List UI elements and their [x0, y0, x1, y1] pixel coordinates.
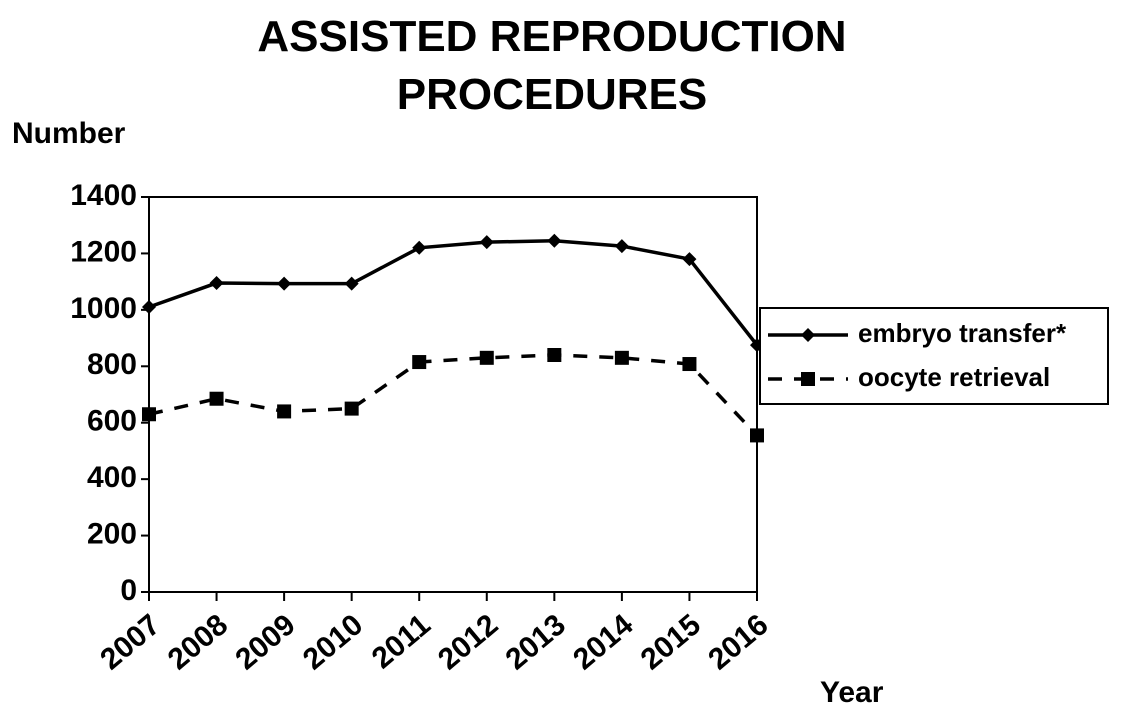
y-tick-label: 0	[120, 574, 137, 607]
x-tick-label: 2015	[635, 608, 707, 676]
x-tick-label: 2013	[500, 608, 572, 676]
data-point	[479, 350, 494, 365]
data-point	[344, 401, 359, 416]
data-point	[547, 348, 562, 362]
x-tick-label: 2009	[229, 608, 301, 676]
data-point	[412, 355, 427, 370]
data-point	[614, 350, 629, 365]
legend-marker	[801, 372, 815, 386]
data-point	[344, 276, 359, 291]
y-axis-label: Number	[12, 117, 126, 150]
y-tick-label: 1400	[70, 179, 137, 212]
y-tick-label: 200	[87, 517, 137, 550]
x-tick-label: 2010	[297, 608, 369, 676]
chart-title: ASSISTED REPRODUCTION PROCEDURES	[257, 12, 847, 119]
data-point	[682, 252, 697, 267]
legend-label: embryo transfer*	[858, 318, 1067, 348]
y-tick-label: 800	[87, 348, 137, 381]
data-point	[142, 407, 156, 422]
data-point	[614, 239, 629, 254]
legend-marker	[801, 328, 815, 342]
data-point	[277, 404, 292, 419]
x-tick-label: 2012	[432, 608, 504, 676]
data-point	[682, 357, 697, 372]
x-tick-label: 2011	[366, 608, 437, 675]
x-axis-label: Year	[820, 676, 884, 709]
legend-box	[759, 307, 1109, 405]
y-tick-label: 600	[87, 405, 137, 438]
data-point	[277, 276, 292, 291]
x-tick-label: 2014	[567, 608, 640, 676]
series-line	[148, 238, 759, 347]
data-point	[412, 240, 427, 255]
data-point	[209, 391, 224, 406]
x-tick-label: 2007	[94, 608, 166, 676]
series-line	[148, 353, 759, 437]
plot-frame	[148, 196, 758, 593]
data-point	[479, 235, 494, 250]
x-tick-label: 2016	[702, 608, 774, 676]
data-point	[142, 300, 156, 315]
y-tick-label: 1200	[70, 235, 137, 268]
legend-label: oocyte retrieval	[858, 362, 1050, 392]
data-point	[750, 428, 764, 443]
y-tick-label: 400	[87, 461, 137, 494]
data-point	[547, 233, 562, 248]
x-tick-label: 2008	[162, 608, 234, 676]
y-tick-label: 1000	[70, 292, 137, 325]
data-point	[209, 276, 224, 291]
